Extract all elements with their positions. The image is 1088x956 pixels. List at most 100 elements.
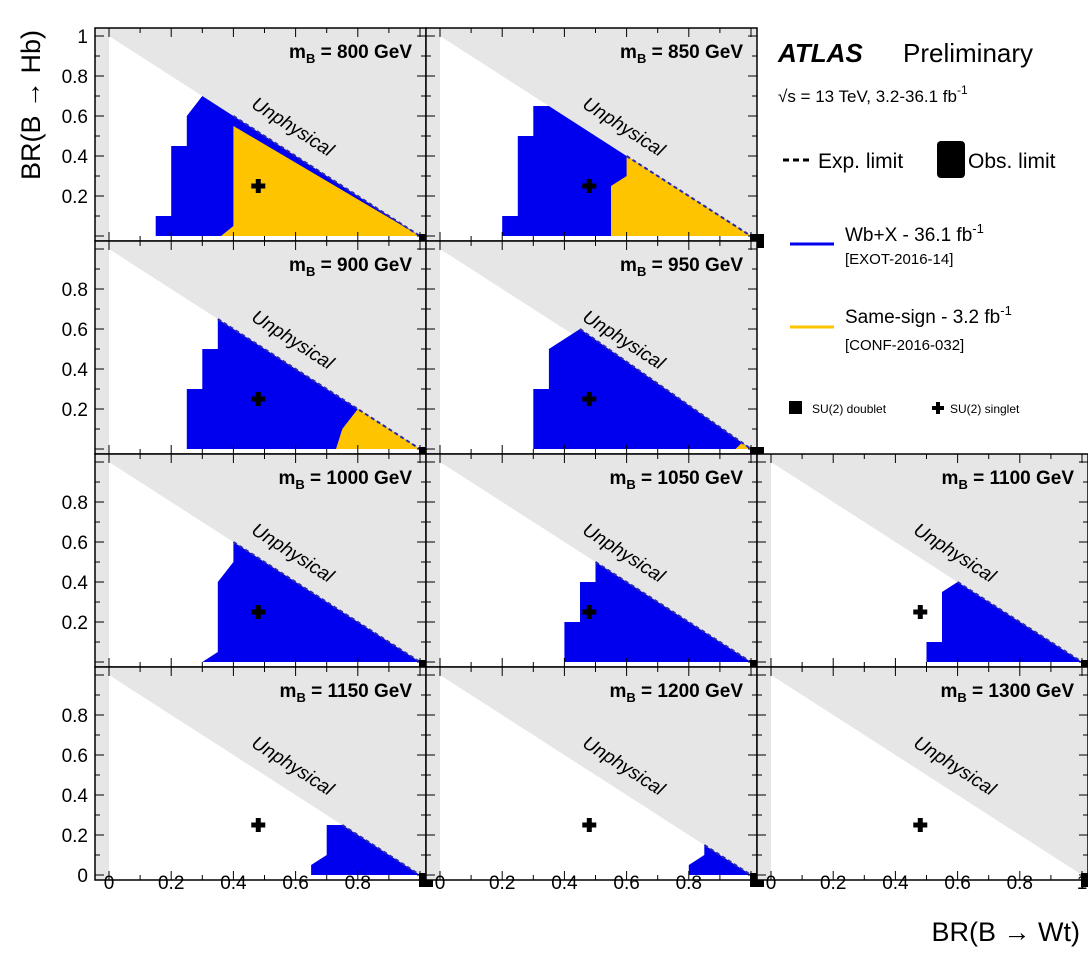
mass-subscript: B: [296, 690, 305, 705]
y-tick-label: 0.8: [62, 493, 88, 514]
mass-symbol: m: [289, 42, 306, 63]
expected-limit-line: [594, 561, 752, 663]
mass-symbol: m: [609, 468, 626, 489]
mass-subscript: B: [637, 51, 646, 66]
unphysical-region: [426, 667, 757, 880]
unphysical-region: [426, 28, 757, 241]
y-tick-label: 0.8: [62, 706, 88, 727]
y-axis-title: BR(B → Hb): [16, 30, 46, 180]
y-tick-label: 0.2: [62, 613, 88, 634]
mass-label: mB = 1000 GeV: [278, 468, 412, 492]
mass-label: mB = 1300 GeV: [940, 681, 1074, 705]
atlas-label: ATLAS: [777, 38, 863, 68]
expected-limit-line: [341, 824, 421, 876]
mass-value: = 850 GeV: [646, 42, 743, 63]
same-sign-excluded-area: [611, 156, 751, 236]
y-tick-label: 0: [77, 866, 88, 887]
y-tick-label: 1: [77, 27, 88, 48]
mass-value: = 1150 GeV: [306, 681, 412, 702]
y-tick-label: 0.2: [62, 187, 88, 208]
x-tick-label: 0: [435, 873, 446, 894]
x-tick-label: 0.8: [1007, 873, 1033, 894]
mass-label: mB = 1050 GeV: [609, 468, 743, 492]
obs-limit-swatch: [937, 141, 965, 178]
singlet-legend-swatch: [932, 402, 944, 414]
x-tick-label: 0.4: [551, 873, 578, 894]
wbx-excluded-area: [564, 562, 751, 662]
x-tick-label: 0.6: [613, 873, 639, 894]
y-tick-label: 0.4: [62, 573, 89, 594]
x-tick-label: 1: [1077, 873, 1088, 894]
wbx-excluded-area: [202, 542, 420, 662]
unphysical-region: [426, 454, 757, 667]
x-tick-label: 0.6: [282, 873, 308, 894]
mass-symbol: m: [940, 681, 957, 702]
wbx-excluded-area: [926, 582, 1082, 662]
same-sign-excluded-area: [221, 126, 420, 236]
mass-subscript: B: [957, 690, 966, 705]
su2-singlet-marker: [582, 605, 597, 619]
expected-limit-line: [232, 541, 421, 663]
panel-frame: [756, 666, 1088, 881]
x-tick-label: 0.4: [220, 873, 247, 894]
unphysical-region: [426, 241, 757, 454]
y-tick-label: 0.6: [62, 107, 88, 128]
doublet-legend-label: SU(2) doublet: [812, 402, 887, 416]
y-tick-label: 0.6: [62, 746, 88, 767]
unphysical-region: [95, 241, 426, 454]
wbx-excluded-area: [688, 845, 751, 875]
su2-singlet-marker: [582, 179, 597, 193]
su2-singlet-marker: [251, 605, 266, 619]
unphysical-region: [757, 454, 1088, 667]
y-tick-label: 0.4: [62, 147, 89, 168]
su2-singlet-marker: [913, 818, 928, 832]
wbx-superscript: -1: [972, 221, 984, 236]
same-sign-superscript: -1: [1000, 303, 1012, 318]
x-tick-label: 0.2: [489, 873, 515, 894]
wbx-excluded-area: [311, 825, 420, 875]
preliminary-label: Preliminary: [903, 38, 1033, 68]
mass-value: = 1100 GeV: [968, 468, 1074, 489]
unphysical-region: [95, 28, 426, 241]
unphysical-region: [95, 454, 426, 667]
y-tick-label: 0.6: [62, 320, 88, 341]
same-sign-text: Same-sign - 3.2 fb: [845, 307, 1000, 328]
su2-singlet-marker: [913, 605, 928, 619]
mass-symbol: m: [942, 468, 959, 489]
doublet-legend-swatch: [789, 401, 802, 414]
su2-singlet-marker: [582, 392, 597, 406]
mass-label: mB = 1100 GeV: [942, 468, 1075, 492]
mass-value: = 950 GeV: [646, 255, 743, 276]
wbx-text: Wb+X - 36.1 fb: [845, 225, 972, 246]
mass-subscript: B: [306, 51, 315, 66]
mass-symbol: m: [289, 255, 306, 276]
same-sign-reference: [CONF-2016-032]: [845, 337, 964, 354]
mass-symbol: m: [280, 681, 297, 702]
mass-label: mB = 1200 GeV: [609, 681, 743, 705]
energy-text: √s = 13 TeV, 3.2-36.1 fb: [778, 87, 957, 106]
mass-label: mB = 900 GeV: [289, 255, 412, 279]
mass-label: mB = 1150 GeV: [280, 681, 413, 705]
mass-label: mB = 950 GeV: [620, 255, 743, 279]
x-tick-label: 0.6: [944, 873, 970, 894]
x-tick-label: 0.4: [882, 873, 909, 894]
x-tick-label: 0: [766, 873, 777, 894]
energy-lumi-label: √s = 13 TeV, 3.2-36.1 fb-1: [778, 83, 968, 106]
mass-label: mB = 800 GeV: [289, 42, 412, 66]
wbx-legend-label: Wb+X - 36.1 fb-1: [845, 221, 984, 246]
su2-singlet-marker: [251, 179, 266, 193]
mass-subscript: B: [626, 690, 635, 705]
mass-value: = 900 GeV: [315, 255, 412, 276]
expected-limit-line: [703, 844, 752, 876]
energy-superscript: -1: [957, 83, 968, 97]
y-tick-label: 0.4: [62, 786, 89, 807]
su2-doublet-marker: [1081, 873, 1088, 887]
y-tick-label: 0.2: [62, 826, 88, 847]
